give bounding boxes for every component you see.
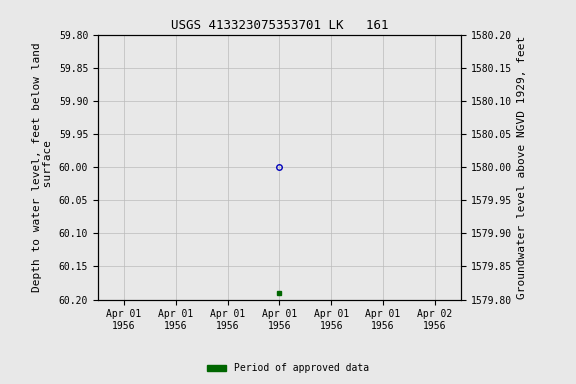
Title: USGS 413323075353701 LK   161: USGS 413323075353701 LK 161 <box>170 19 388 32</box>
Legend: Period of approved data: Period of approved data <box>203 359 373 377</box>
Y-axis label: Groundwater level above NGVD 1929, feet: Groundwater level above NGVD 1929, feet <box>517 35 527 299</box>
Y-axis label: Depth to water level, feet below land
 surface: Depth to water level, feet below land su… <box>32 42 53 292</box>
